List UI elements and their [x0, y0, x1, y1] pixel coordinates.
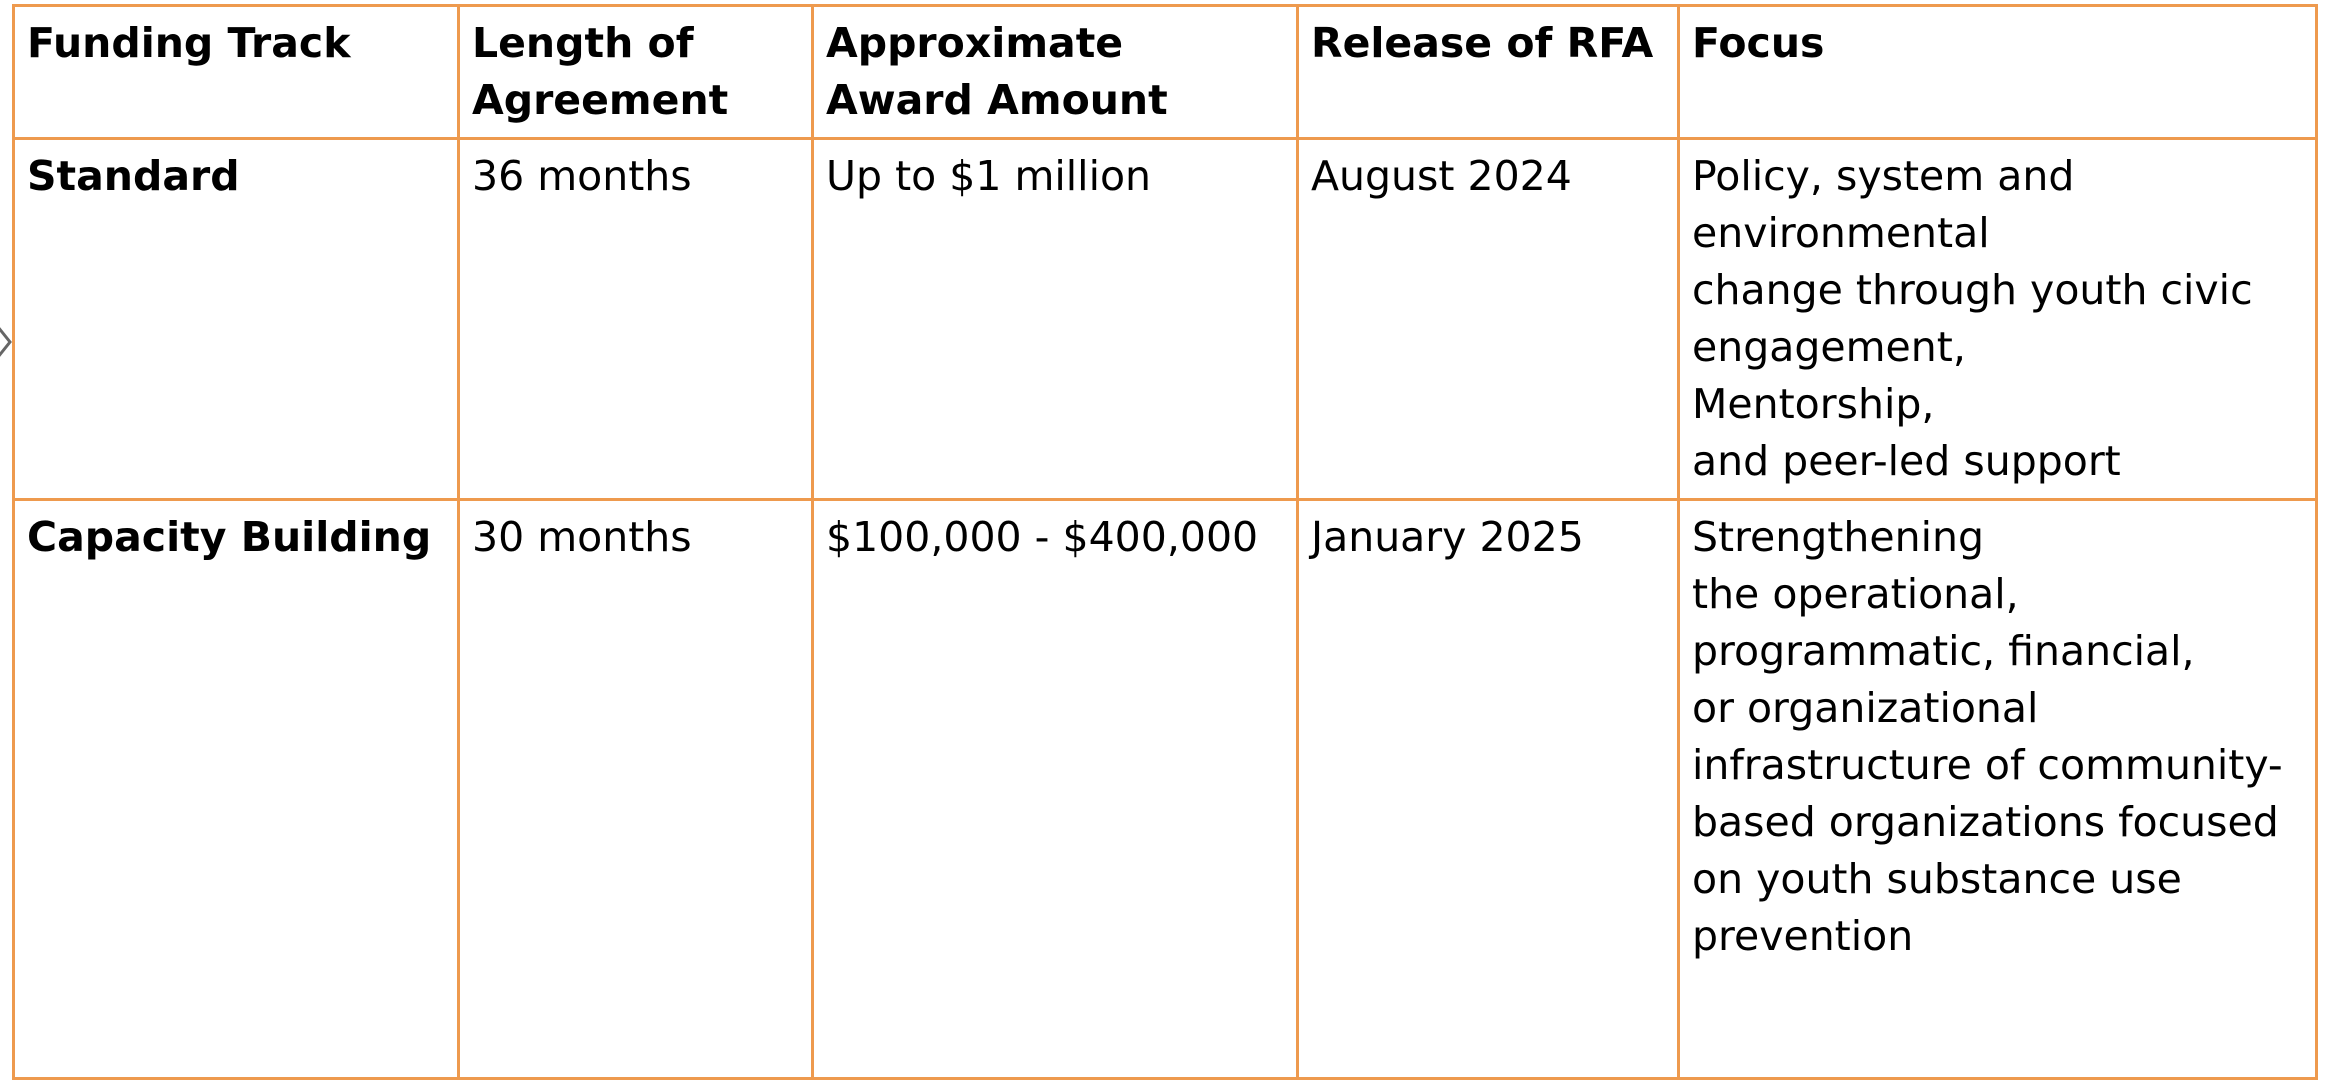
- table-cell: Strengthening the operational, programma…: [1677, 498, 2318, 1080]
- header-row: Funding Track Length of Agreement Approxim…: [12, 4, 2318, 140]
- table-cell: Policy, system and environmental change …: [1677, 137, 2318, 501]
- table-row: Capacity Building 30 months $100,000 - $40…: [12, 498, 2318, 1080]
- header-cell: Focus: [1677, 4, 2318, 140]
- table-cell: August 2024: [1296, 137, 1680, 501]
- table-cell: 36 months: [457, 137, 814, 501]
- header-cell: Funding Track: [12, 4, 460, 140]
- header-cell: Approximate Award Amount: [811, 4, 1299, 140]
- track-name: Standard: [12, 137, 460, 501]
- page: Funding Track Length of Agreement Approxim…: [0, 4, 2318, 1080]
- table-cell: 30 months: [457, 498, 814, 1080]
- funding-table: Funding Track Length of Agreement Approxim…: [12, 4, 2318, 1080]
- header-cell: Release of RFA: [1296, 4, 1680, 140]
- slide-arrow: [0, 327, 12, 357]
- table-cell: Up to $1 million: [811, 137, 1299, 501]
- track-name: Capacity Building: [12, 498, 460, 1080]
- table-cell: $100,000 - $400,000: [811, 498, 1299, 1080]
- header-cell: Length of Agreement: [457, 4, 814, 140]
- table-cell: January 2025: [1296, 498, 1680, 1080]
- table-body: Standard 36 months Up to $1 million August …: [12, 137, 2318, 1080]
- table-row: Standard 36 months Up to $1 million August …: [12, 137, 2318, 501]
